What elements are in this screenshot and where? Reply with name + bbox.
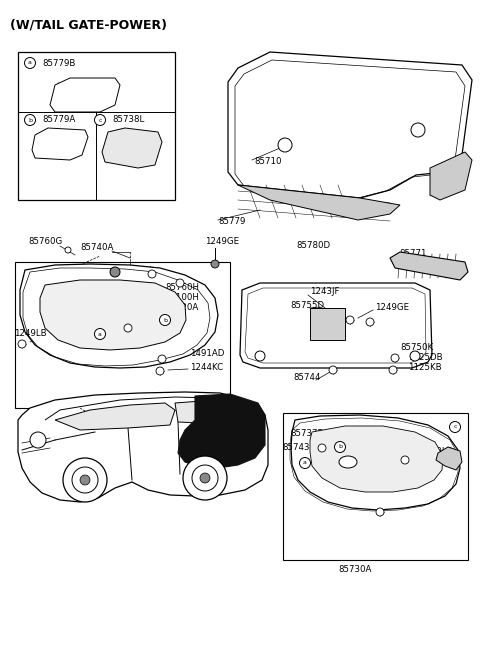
Circle shape xyxy=(24,114,36,125)
Circle shape xyxy=(449,421,460,432)
Polygon shape xyxy=(55,403,175,430)
Circle shape xyxy=(65,247,71,253)
Bar xyxy=(310,308,345,340)
Text: 1125KB: 1125KB xyxy=(408,364,442,372)
Polygon shape xyxy=(50,78,120,112)
Circle shape xyxy=(318,444,326,452)
Text: 1243JF: 1243JF xyxy=(310,287,339,296)
Circle shape xyxy=(335,441,346,453)
Text: 1249LB: 1249LB xyxy=(420,447,453,456)
Text: c: c xyxy=(453,424,457,430)
Text: c: c xyxy=(98,118,102,123)
Circle shape xyxy=(110,267,120,277)
Polygon shape xyxy=(310,426,443,492)
Circle shape xyxy=(156,367,164,375)
Text: 1249GE: 1249GE xyxy=(375,304,409,313)
Polygon shape xyxy=(175,400,240,424)
Circle shape xyxy=(211,260,219,268)
Circle shape xyxy=(158,355,166,363)
Text: a: a xyxy=(303,460,307,466)
Circle shape xyxy=(410,351,420,361)
Text: 85779B: 85779B xyxy=(42,59,75,67)
Circle shape xyxy=(278,138,292,152)
Text: 85730A: 85730A xyxy=(338,565,372,575)
Text: 85777: 85777 xyxy=(155,315,182,325)
Text: 85737D: 85737D xyxy=(290,428,324,438)
Text: 85779: 85779 xyxy=(218,217,245,227)
Circle shape xyxy=(183,456,227,500)
Text: 85738L: 85738L xyxy=(112,116,144,125)
Text: 85755D: 85755D xyxy=(290,300,324,310)
Circle shape xyxy=(63,458,107,502)
Polygon shape xyxy=(240,283,432,368)
Polygon shape xyxy=(178,394,265,468)
Text: 85740A: 85740A xyxy=(80,242,113,251)
Circle shape xyxy=(376,508,384,516)
Circle shape xyxy=(24,57,36,69)
Circle shape xyxy=(95,114,106,125)
Circle shape xyxy=(391,354,399,362)
Text: 85779A: 85779A xyxy=(42,116,75,125)
Circle shape xyxy=(72,467,98,493)
Circle shape xyxy=(95,328,106,340)
Text: 1249LB: 1249LB xyxy=(14,328,47,338)
Text: 1249GE: 1249GE xyxy=(205,238,239,246)
Polygon shape xyxy=(430,152,472,200)
Text: 95100H: 95100H xyxy=(165,293,199,302)
Circle shape xyxy=(389,366,397,374)
Text: 85780D: 85780D xyxy=(296,242,330,251)
Circle shape xyxy=(148,270,156,278)
Circle shape xyxy=(176,279,184,287)
Polygon shape xyxy=(32,128,88,160)
Text: b: b xyxy=(338,445,342,449)
Circle shape xyxy=(124,324,132,332)
Bar xyxy=(18,52,175,200)
Text: 1491AD: 1491AD xyxy=(190,349,224,357)
Circle shape xyxy=(366,318,374,326)
Circle shape xyxy=(159,315,170,325)
Polygon shape xyxy=(228,52,472,198)
Text: 85771: 85771 xyxy=(399,249,427,259)
Circle shape xyxy=(300,458,311,468)
Polygon shape xyxy=(102,128,162,168)
Circle shape xyxy=(329,366,337,374)
Text: 85760G: 85760G xyxy=(28,238,62,246)
Polygon shape xyxy=(18,392,268,502)
Text: 85744: 85744 xyxy=(293,374,321,383)
Text: 85743D: 85743D xyxy=(282,443,316,453)
Circle shape xyxy=(255,351,265,361)
Circle shape xyxy=(411,123,425,137)
Bar xyxy=(15,262,230,408)
Polygon shape xyxy=(20,264,218,368)
Polygon shape xyxy=(40,280,186,350)
Text: 1244KC: 1244KC xyxy=(190,362,223,372)
Polygon shape xyxy=(238,185,400,220)
Circle shape xyxy=(18,340,26,348)
Text: 1125DB: 1125DB xyxy=(408,353,443,362)
Circle shape xyxy=(346,316,354,324)
Text: 85760H: 85760H xyxy=(165,283,199,291)
Text: b: b xyxy=(28,118,32,123)
Text: 95120A: 95120A xyxy=(165,304,198,313)
Text: 85710: 85710 xyxy=(254,157,281,167)
Bar xyxy=(283,413,468,560)
Ellipse shape xyxy=(339,456,357,468)
Circle shape xyxy=(200,473,210,483)
Circle shape xyxy=(80,475,90,485)
Text: a: a xyxy=(28,61,32,65)
Circle shape xyxy=(30,432,46,448)
Text: 85750K: 85750K xyxy=(400,343,433,351)
Text: 85780E: 85780E xyxy=(398,464,431,473)
Polygon shape xyxy=(436,447,462,470)
Polygon shape xyxy=(390,252,468,280)
Polygon shape xyxy=(291,415,460,510)
Text: a: a xyxy=(98,332,102,336)
Circle shape xyxy=(401,456,409,464)
Text: b: b xyxy=(163,317,167,323)
Text: (W/TAIL GATE-POWER): (W/TAIL GATE-POWER) xyxy=(10,18,167,31)
Circle shape xyxy=(192,465,218,491)
